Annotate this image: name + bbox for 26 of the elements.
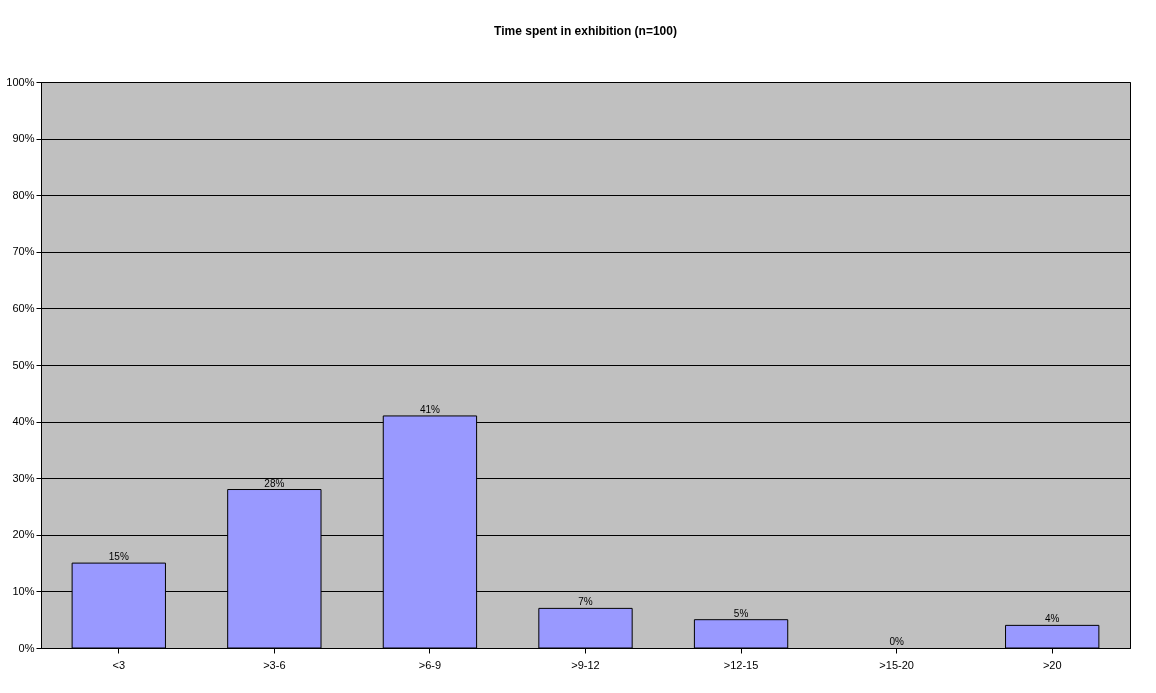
y-tick-label: 10% bbox=[12, 584, 35, 597]
y-tick-label: 50% bbox=[12, 358, 35, 371]
y-tick-label: 40% bbox=[12, 415, 35, 428]
data-label: 0% bbox=[889, 636, 904, 647]
x-tick-label: >15-20 bbox=[879, 658, 914, 671]
x-tick-label: <3 bbox=[112, 658, 126, 671]
data-label: 41% bbox=[419, 403, 441, 415]
y-tick-label: 80% bbox=[12, 188, 35, 201]
y-tick-label: 0% bbox=[18, 641, 35, 654]
data-label: 4% bbox=[1044, 613, 1060, 625]
y-tick-label: 90% bbox=[12, 132, 35, 145]
chart-title: Time spent in exhibition (n=100) bbox=[494, 24, 677, 38]
data-label: 7% bbox=[578, 596, 593, 608]
x-tick-label: >3-6 bbox=[263, 658, 286, 671]
x-tick-label: >20 bbox=[1042, 658, 1062, 671]
data-label: 15% bbox=[108, 551, 129, 563]
x-tick-label: >6-9 bbox=[418, 658, 442, 671]
y-tick-label: 20% bbox=[12, 528, 35, 541]
y-tick-label: 100% bbox=[6, 75, 35, 88]
y-tick-label: 30% bbox=[12, 471, 35, 484]
data-label: 5% bbox=[733, 607, 749, 619]
x-tick-label: >9-12 bbox=[571, 658, 600, 671]
data-label: 28% bbox=[264, 477, 285, 489]
y-tick-label: 60% bbox=[12, 301, 35, 314]
x-tick-label: >12-15 bbox=[723, 658, 759, 671]
y-tick-label: 70% bbox=[12, 245, 35, 258]
